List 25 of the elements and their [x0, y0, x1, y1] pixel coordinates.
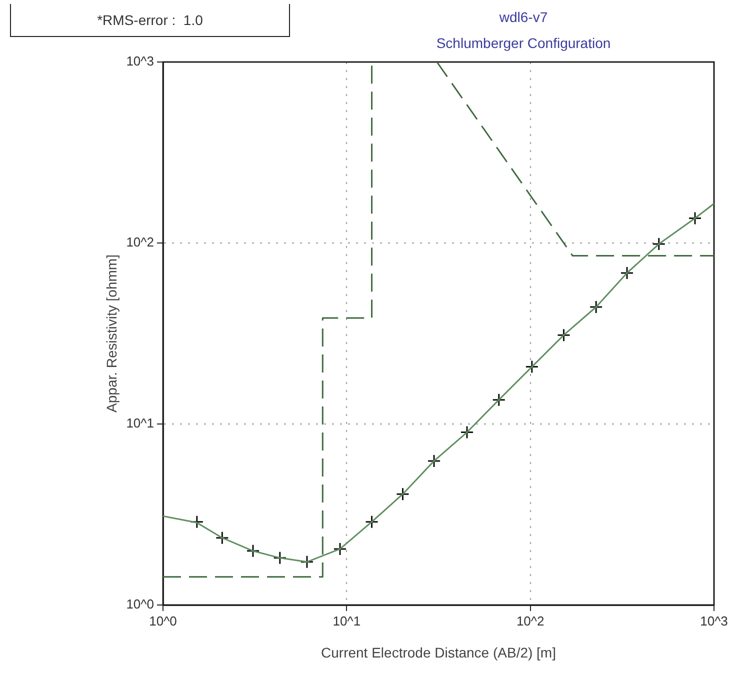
- point: [556, 328, 570, 342]
- point: [525, 360, 539, 374]
- y-tick-label: 10^3: [126, 54, 154, 69]
- y-tick-label: 10^0: [126, 596, 154, 612]
- point: [333, 542, 347, 556]
- point: [620, 266, 634, 280]
- point: [365, 515, 379, 529]
- chart-subtitle: Schlumberger Configuration: [436, 35, 611, 51]
- text: *RMS-error : 1.0: [10, 4, 290, 37]
- point: [300, 555, 314, 569]
- x-tick-label: 10^0: [149, 613, 177, 628]
- x-tick-label: 10^2: [516, 613, 544, 628]
- point: [589, 300, 603, 314]
- x-tick-label: 10^1: [332, 613, 361, 628]
- point: [652, 237, 666, 251]
- x-axis-title: Current Electrode Distance (AB/2) [m]: [321, 644, 556, 660]
- point: [492, 393, 506, 407]
- point: [396, 487, 410, 501]
- x-tick-label: 10^3: [700, 613, 728, 628]
- point: [427, 454, 441, 468]
- y-axis-title: Appar. Resistivity [ohmm]: [103, 254, 120, 412]
- y-tick-label: 10^1: [126, 416, 154, 431]
- y-tick-label: 10^2: [126, 234, 154, 250]
- chart-title: wdl6-v7: [498, 9, 548, 25]
- point: [460, 426, 474, 440]
